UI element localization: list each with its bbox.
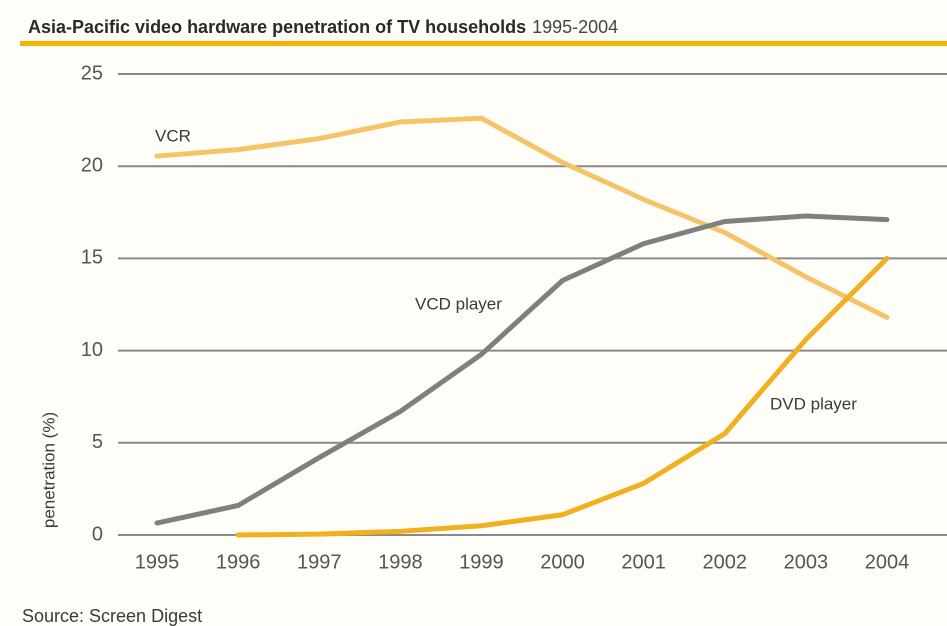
- y-tick-label: 10: [81, 339, 103, 361]
- title-years: 1995-2004: [532, 17, 618, 37]
- y-tick-label: 0: [92, 523, 103, 545]
- x-tick-label: 1999: [459, 551, 504, 573]
- y-tick-label: 20: [81, 154, 103, 176]
- x-tick-label: 2004: [865, 551, 910, 573]
- title-main: Asia-Pacific video hardware penetration …: [28, 17, 526, 37]
- y-tick-label: 15: [81, 247, 103, 269]
- chart-title: Asia-Pacific video hardware penetration …: [28, 17, 618, 37]
- series-label: DVD player: [770, 394, 857, 413]
- series-line: [235, 255, 890, 538]
- series-label: VCD player: [415, 294, 502, 313]
- source: Source: Screen Digest: [22, 606, 202, 626]
- series-label: VCR: [155, 126, 191, 145]
- series-line: [154, 115, 890, 320]
- y-tick-label: 5: [92, 431, 103, 453]
- title-rule: [20, 41, 947, 46]
- x-tick-label: 1997: [297, 551, 342, 573]
- x-tick-label: 1998: [378, 551, 423, 573]
- x-tick-label: 2000: [540, 551, 585, 573]
- x-tick-label: 2003: [784, 551, 829, 573]
- x-tick-label: 2002: [703, 551, 748, 573]
- y-axis-label: penetration (%): [39, 412, 58, 528]
- y-tick-label: 25: [81, 62, 103, 84]
- x-tick-label: 1996: [216, 551, 261, 573]
- x-tick-label: 2001: [621, 551, 666, 573]
- x-tick-label: 1995: [135, 551, 180, 573]
- series-line: [154, 213, 890, 526]
